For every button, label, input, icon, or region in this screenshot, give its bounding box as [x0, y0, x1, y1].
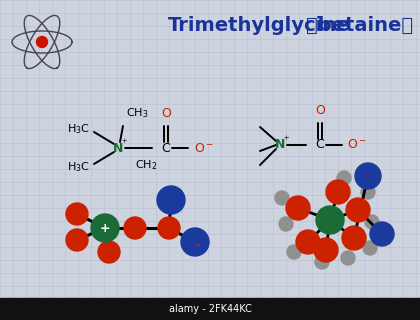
- Circle shape: [91, 214, 119, 242]
- Circle shape: [326, 180, 350, 204]
- Text: O: O: [161, 107, 171, 120]
- Circle shape: [181, 228, 209, 256]
- Circle shape: [157, 186, 185, 214]
- Text: C: C: [315, 139, 324, 151]
- Text: Trimethylglycine: Trimethylglycine: [168, 16, 351, 35]
- Text: H$_3$C: H$_3$C: [67, 160, 90, 174]
- Circle shape: [66, 203, 88, 225]
- Circle shape: [275, 191, 289, 205]
- Circle shape: [346, 198, 370, 222]
- Circle shape: [361, 185, 375, 199]
- Circle shape: [342, 226, 366, 250]
- Text: O$^-$: O$^-$: [194, 141, 214, 155]
- Text: alamy - 2FK44KC: alamy - 2FK44KC: [168, 304, 252, 314]
- Circle shape: [365, 215, 379, 229]
- Text: O$^-$: O$^-$: [347, 139, 367, 151]
- Text: $^+$: $^+$: [282, 135, 290, 145]
- Text: CH$_2$: CH$_2$: [135, 158, 157, 172]
- Text: N: N: [113, 141, 123, 155]
- Text: （betaine）: （betaine）: [306, 16, 413, 35]
- Circle shape: [124, 217, 146, 239]
- Circle shape: [314, 238, 338, 262]
- Text: +: +: [100, 221, 110, 235]
- Circle shape: [279, 217, 293, 231]
- Circle shape: [316, 206, 344, 234]
- Circle shape: [286, 196, 310, 220]
- Circle shape: [341, 251, 355, 265]
- Circle shape: [363, 241, 377, 255]
- Text: -: -: [194, 239, 200, 252]
- Text: O: O: [315, 104, 325, 117]
- Circle shape: [287, 245, 301, 259]
- Circle shape: [66, 229, 88, 251]
- Circle shape: [98, 241, 120, 263]
- Circle shape: [337, 171, 351, 185]
- Text: C: C: [162, 141, 171, 155]
- Bar: [0, 298, 420, 320]
- Circle shape: [355, 163, 381, 189]
- Text: $^+$: $^+$: [120, 138, 128, 148]
- Circle shape: [370, 222, 394, 246]
- Circle shape: [37, 36, 47, 47]
- Circle shape: [315, 255, 329, 269]
- Text: CH$_3$: CH$_3$: [126, 106, 149, 120]
- Text: H$_3$C: H$_3$C: [67, 122, 90, 136]
- Text: N: N: [275, 139, 285, 151]
- Circle shape: [296, 230, 320, 254]
- Circle shape: [158, 217, 180, 239]
